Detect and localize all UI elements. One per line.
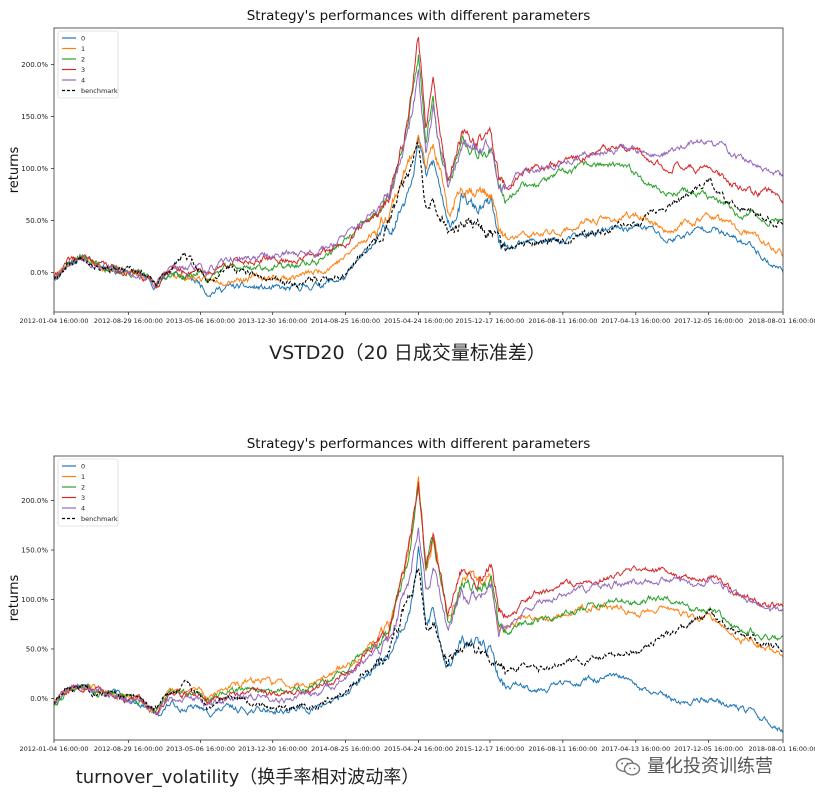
x-tick-label: 2015-12-17 16:00:00 [455, 745, 524, 753]
y-tick-label: 50.0% [26, 217, 49, 225]
y-axis-label: returns [7, 147, 22, 194]
caption-vstd20: VSTD20（20 日成交量标准差） [269, 342, 546, 364]
legend-label: 4 [81, 505, 85, 513]
y-tick-label: 100.0% [21, 165, 48, 173]
series-line-3 [54, 36, 783, 290]
watermark: 量化投资训练营 [615, 752, 815, 778]
chart-title: Strategy's performances with different p… [247, 436, 591, 452]
y-tick-label: 200.0% [21, 497, 48, 505]
chart-svg: Strategy's performances with different p… [7, 436, 815, 753]
series-line-0 [54, 135, 783, 298]
series-line-3 [54, 481, 783, 716]
y-tick-label: 150.0% [21, 113, 48, 121]
series-line-2 [54, 485, 783, 714]
legend-label: 2 [81, 484, 85, 492]
legend-label: 0 [81, 463, 85, 471]
y-tick-label: 0.0% [30, 695, 48, 703]
y-axis-label: returns [7, 575, 22, 622]
x-tick-label: 2013-12-30 16:00:00 [238, 745, 307, 753]
y-tick-label: 200.0% [21, 61, 48, 69]
x-tick-label: 2018-08-01 16:00:00 [748, 745, 815, 753]
x-tick-label: 2017-04-13 16:00:00 [601, 317, 670, 325]
series-line-1 [54, 134, 783, 288]
legend-label: 1 [81, 45, 85, 53]
x-tick-label: 2012-08-29 16:00:00 [94, 317, 163, 325]
x-tick-label: 2013-12-30 16:00:00 [238, 317, 307, 325]
caption-turnover-volatility: turnover_volatility（换手率相对波动率） [75, 767, 420, 788]
x-tick-label: 2012-08-29 16:00:00 [94, 745, 163, 753]
chart-turnover-volatility: Strategy's performances with different p… [0, 428, 815, 758]
legend-label: benchmark [81, 87, 118, 95]
legend [57, 458, 119, 527]
x-tick-label: 2014-08-25 16:00:00 [311, 745, 380, 753]
y-tick-label: 0.0% [30, 269, 48, 277]
x-tick-label: 2015-04-24 16:00:00 [384, 317, 453, 325]
series-line-4 [54, 69, 783, 289]
series-line-benchmark [54, 141, 783, 289]
legend-label: 3 [81, 494, 85, 502]
legend-label: 4 [81, 77, 85, 85]
x-tick-label: 2013-05-06 16:00:00 [166, 745, 235, 753]
x-tick-label: 2015-12-17 16:00:00 [455, 317, 524, 325]
x-tick-label: 2015-04-24 16:00:00 [384, 745, 453, 753]
y-tick-label: 50.0% [26, 645, 49, 653]
x-tick-label: 2017-04-13 16:00:00 [601, 745, 670, 753]
series-line-1 [54, 476, 783, 714]
x-tick-label: 2013-05-06 16:00:00 [166, 317, 235, 325]
wechat-icon [615, 757, 641, 777]
chart-svg: Strategy's performances with different p… [7, 8, 815, 325]
x-tick-label: 2014-08-25 16:00:00 [311, 317, 380, 325]
series-line-2 [54, 54, 783, 288]
legend-label: 3 [81, 66, 85, 74]
x-tick-label: 2018-08-01 16:00:00 [748, 317, 815, 325]
x-tick-label: 2016-08-11 16:00:00 [528, 745, 597, 753]
x-tick-label: 2016-08-11 16:00:00 [528, 317, 597, 325]
series-line-0 [54, 546, 783, 733]
watermark-text: 量化投资训练营 [647, 756, 773, 777]
x-tick-label: 2017-12-05 16:00:00 [674, 317, 743, 325]
legend-label: benchmark [81, 515, 118, 523]
legend-label: 2 [81, 56, 85, 64]
legend-label: 0 [81, 35, 85, 43]
plot-frame [53, 27, 784, 313]
x-tick-label: 2017-12-05 16:00:00 [674, 745, 743, 753]
chart-vstd20: Strategy's performances with different p… [0, 0, 815, 330]
y-tick-label: 150.0% [21, 547, 48, 555]
plot-frame [53, 455, 784, 741]
legend [57, 30, 119, 99]
chart-title: Strategy's performances with different p… [247, 8, 591, 24]
x-tick-label: 2012-01-04 16:00:00 [19, 745, 88, 753]
legend-label: 1 [81, 473, 85, 481]
x-tick-label: 2012-01-04 16:00:00 [19, 317, 88, 325]
series-line-benchmark [54, 568, 783, 712]
series-line-4 [54, 527, 783, 715]
y-tick-label: 100.0% [21, 596, 48, 604]
